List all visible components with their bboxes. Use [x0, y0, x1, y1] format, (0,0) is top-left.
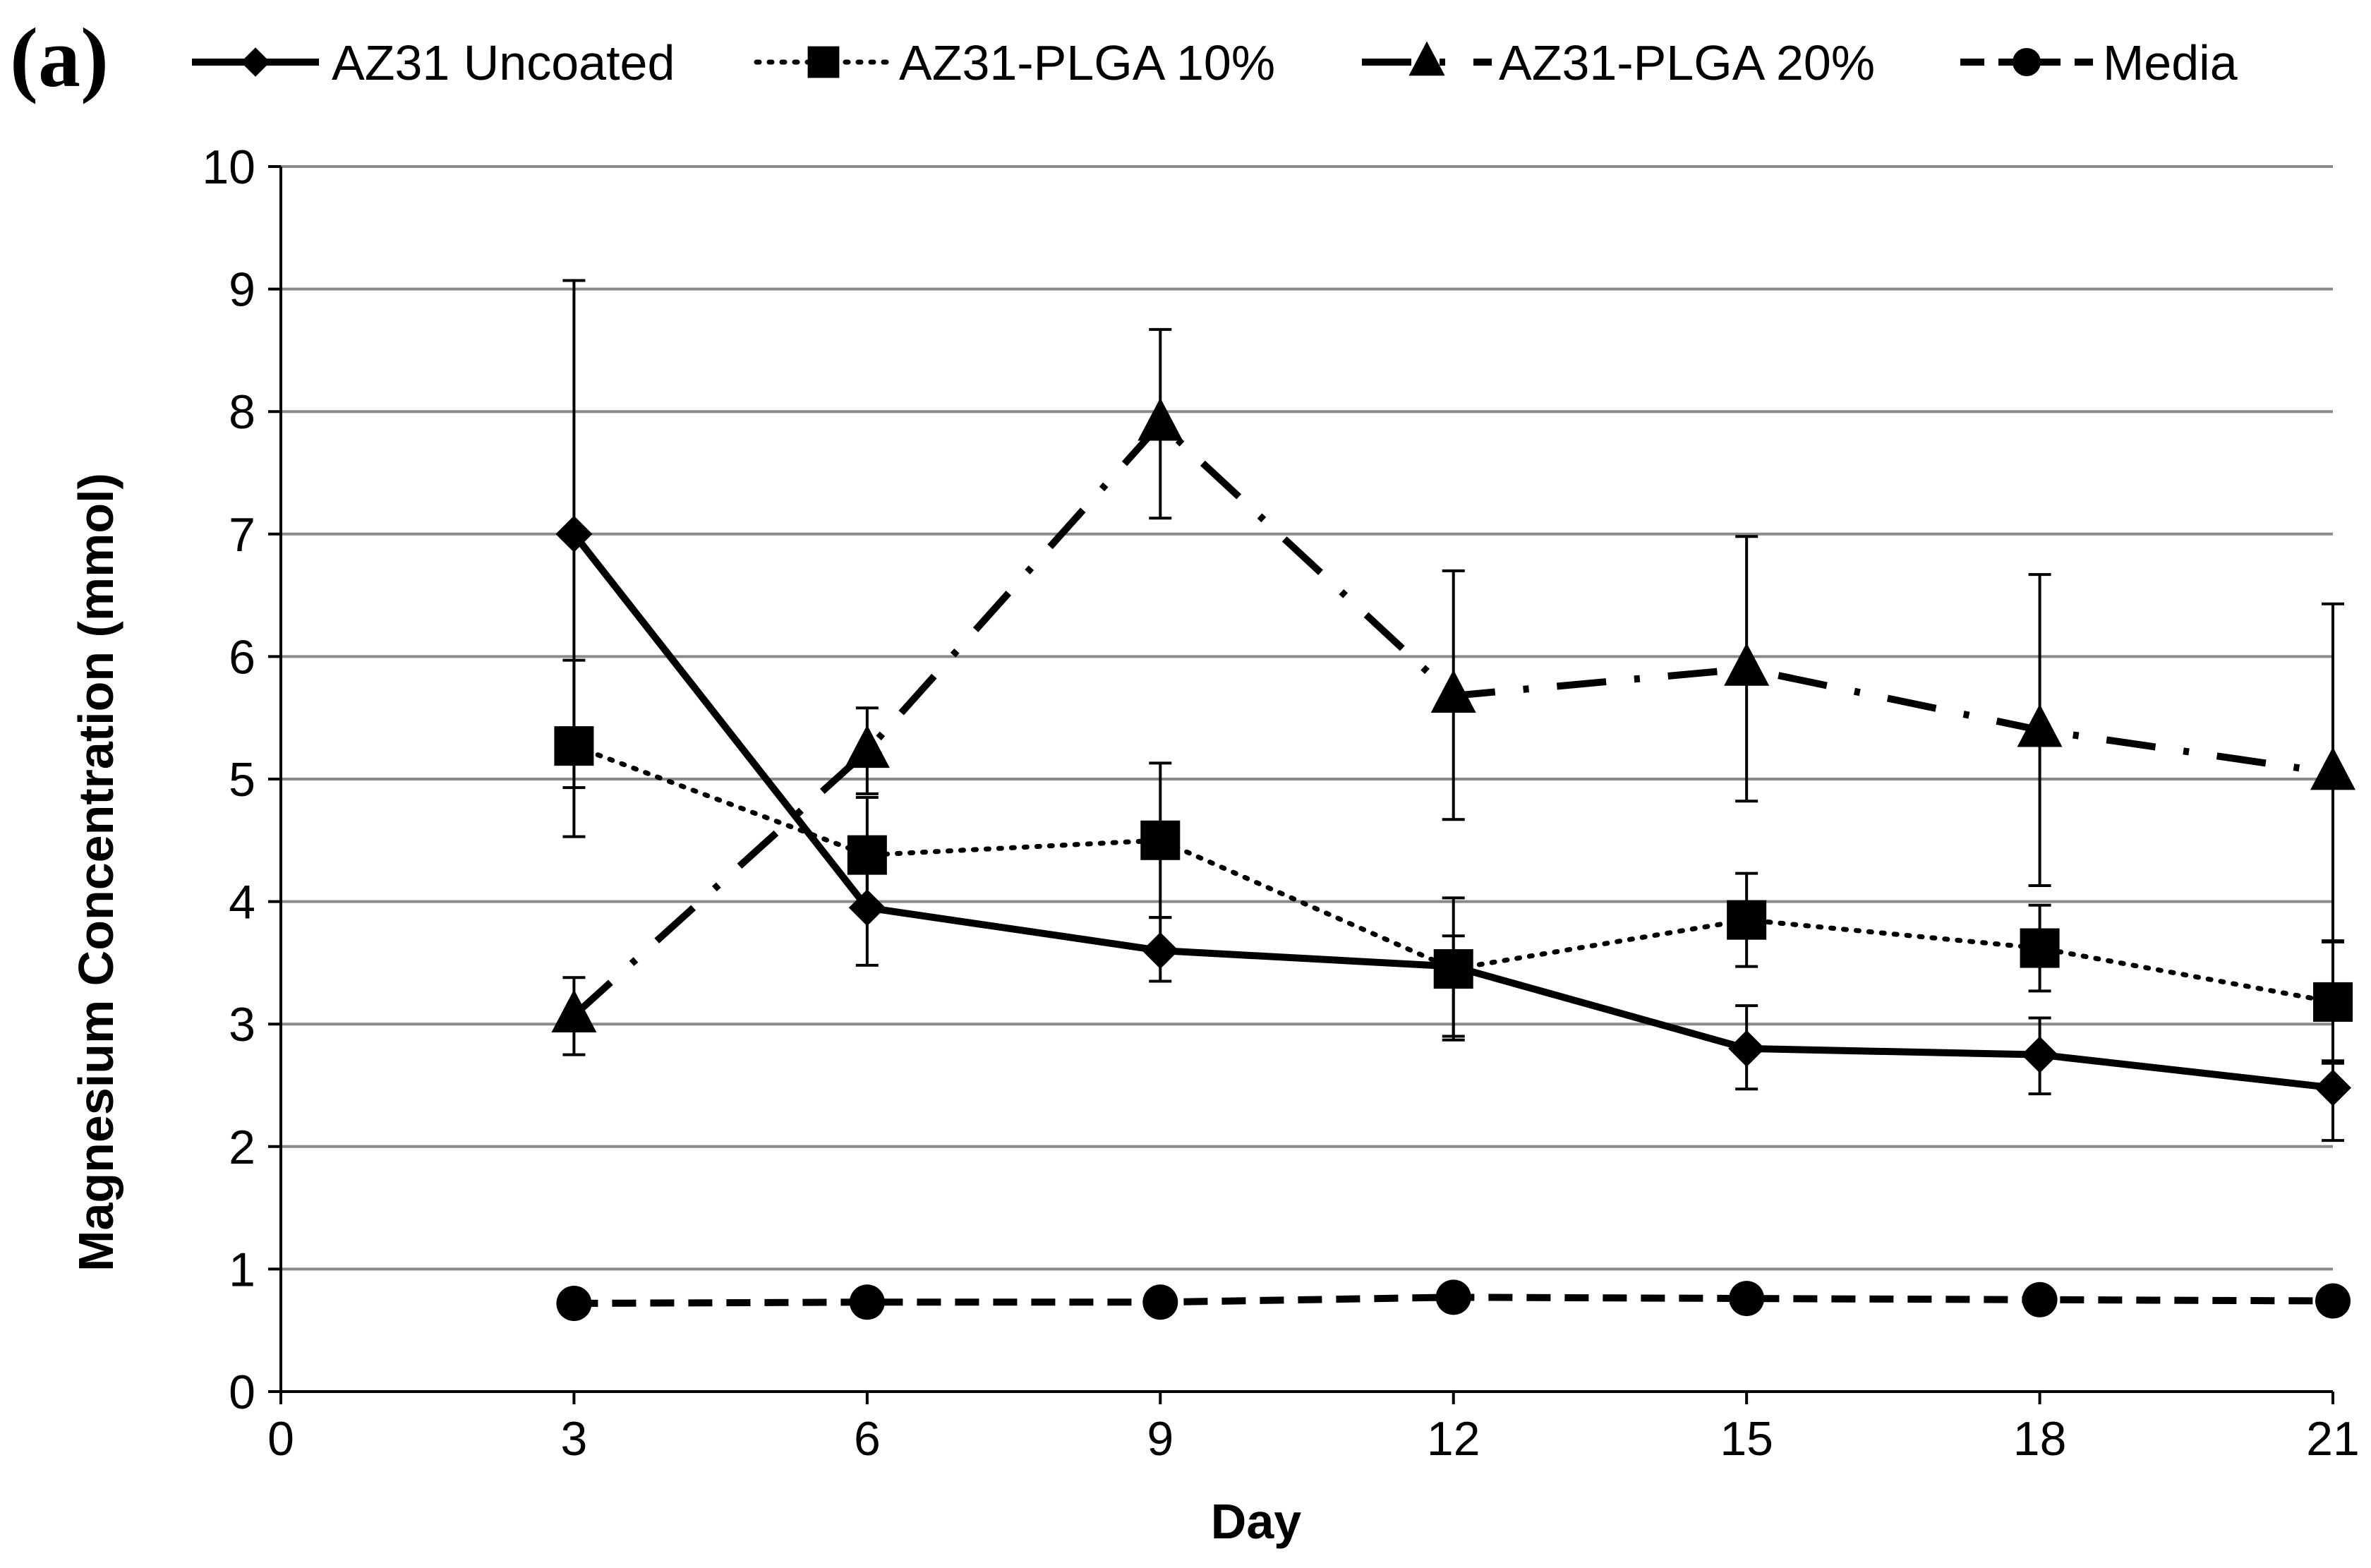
y-tick-label: 1 — [229, 1243, 255, 1296]
data-point-triangle — [1724, 642, 1770, 686]
legend-entry: AZ31 Uncoated — [192, 35, 675, 90]
data-point-triangle — [844, 725, 890, 768]
legend-entry: AZ31-PLGA 10% — [754, 35, 1275, 90]
x-tick-label: 21 — [2306, 1412, 2360, 1466]
y-axis-title: Magnesium Concentration (mmol) — [68, 473, 123, 1272]
legend-marker-square — [807, 46, 840, 78]
data-point-circle — [556, 1286, 592, 1322]
data-point-triangle — [1138, 397, 1183, 441]
y-tick-label: 0 — [229, 1365, 255, 1419]
data-point-circle — [2022, 1281, 2058, 1317]
x-tick-label: 3 — [561, 1412, 588, 1466]
series-circle — [556, 1279, 2351, 1322]
axes — [268, 165, 2334, 1404]
legend-label: AZ31-PLGA 20% — [1499, 35, 1875, 90]
legend-marker-diamond — [241, 47, 270, 77]
data-point-square — [2020, 928, 2060, 968]
series-triangle — [551, 327, 2355, 1056]
y-tick-label: 5 — [229, 753, 255, 807]
y-tick-label: 3 — [229, 998, 255, 1051]
data-point-diamond — [1728, 1030, 1766, 1067]
data-point-triangle — [551, 989, 597, 1033]
x-axis-title: Day — [1211, 1494, 1301, 1549]
data-point-square — [1140, 820, 1181, 860]
y-tick-label: 2 — [229, 1121, 255, 1174]
x-tick-label: 12 — [1427, 1412, 1480, 1466]
panel-label: (a) — [10, 11, 109, 104]
data-point-diamond — [2021, 1036, 2058, 1073]
legend-entry: Media — [1960, 35, 2238, 90]
legend-label: Media — [2103, 35, 2238, 90]
y-tick-label: 9 — [229, 263, 255, 317]
x-tick-label: 9 — [1147, 1412, 1174, 1466]
data-point-circle — [2315, 1283, 2351, 1319]
x-tick-labels: 0 3 6 9 12 15 18 21 — [267, 1412, 2360, 1466]
legend: AZ31 Uncoated AZ31-PLGA 10% AZ31-PLGA 20% M… — [192, 35, 2238, 90]
data-point-square — [2313, 982, 2353, 1022]
data-point-circle — [1142, 1284, 1178, 1320]
data-point-diamond — [2315, 1069, 2351, 1106]
series-layer — [551, 279, 2355, 1322]
legend-label: AZ31-PLGA 10% — [899, 35, 1275, 90]
data-point-circle — [1435, 1279, 1471, 1315]
y-tick-label: 4 — [229, 876, 255, 929]
data-point-square — [554, 726, 594, 766]
data-point-triangle — [2017, 704, 2063, 747]
data-point-circle — [1729, 1281, 1765, 1317]
x-tick-label: 15 — [1720, 1412, 1773, 1466]
data-point-square — [847, 835, 887, 875]
y-tick-labels: 0 1 2 3 4 5 6 7 8 9 10 — [202, 140, 255, 1419]
data-point-square — [1433, 949, 1473, 989]
x-tick-label: 18 — [2013, 1412, 2067, 1466]
legend-label: AZ31 Uncoated — [332, 35, 675, 90]
gridlines — [281, 165, 2333, 1271]
y-tick-label: 7 — [229, 508, 255, 562]
legend-marker-circle — [2013, 48, 2041, 76]
data-point-diamond — [555, 515, 593, 553]
data-point-triangle — [2310, 747, 2355, 790]
x-tick-label: 0 — [267, 1412, 294, 1466]
data-point-diamond — [1142, 932, 1179, 970]
data-point-triangle — [1430, 670, 1476, 713]
y-tick-label: 10 — [202, 140, 255, 194]
x-tick-label: 6 — [854, 1412, 881, 1466]
data-point-circle — [849, 1284, 885, 1320]
y-tick-label: 8 — [229, 385, 255, 439]
legend-marker-triangle — [1408, 41, 1445, 76]
y-tick-label: 6 — [229, 630, 255, 684]
data-point-square — [1727, 900, 1767, 940]
legend-entry: AZ31-PLGA 20% — [1362, 35, 1875, 90]
